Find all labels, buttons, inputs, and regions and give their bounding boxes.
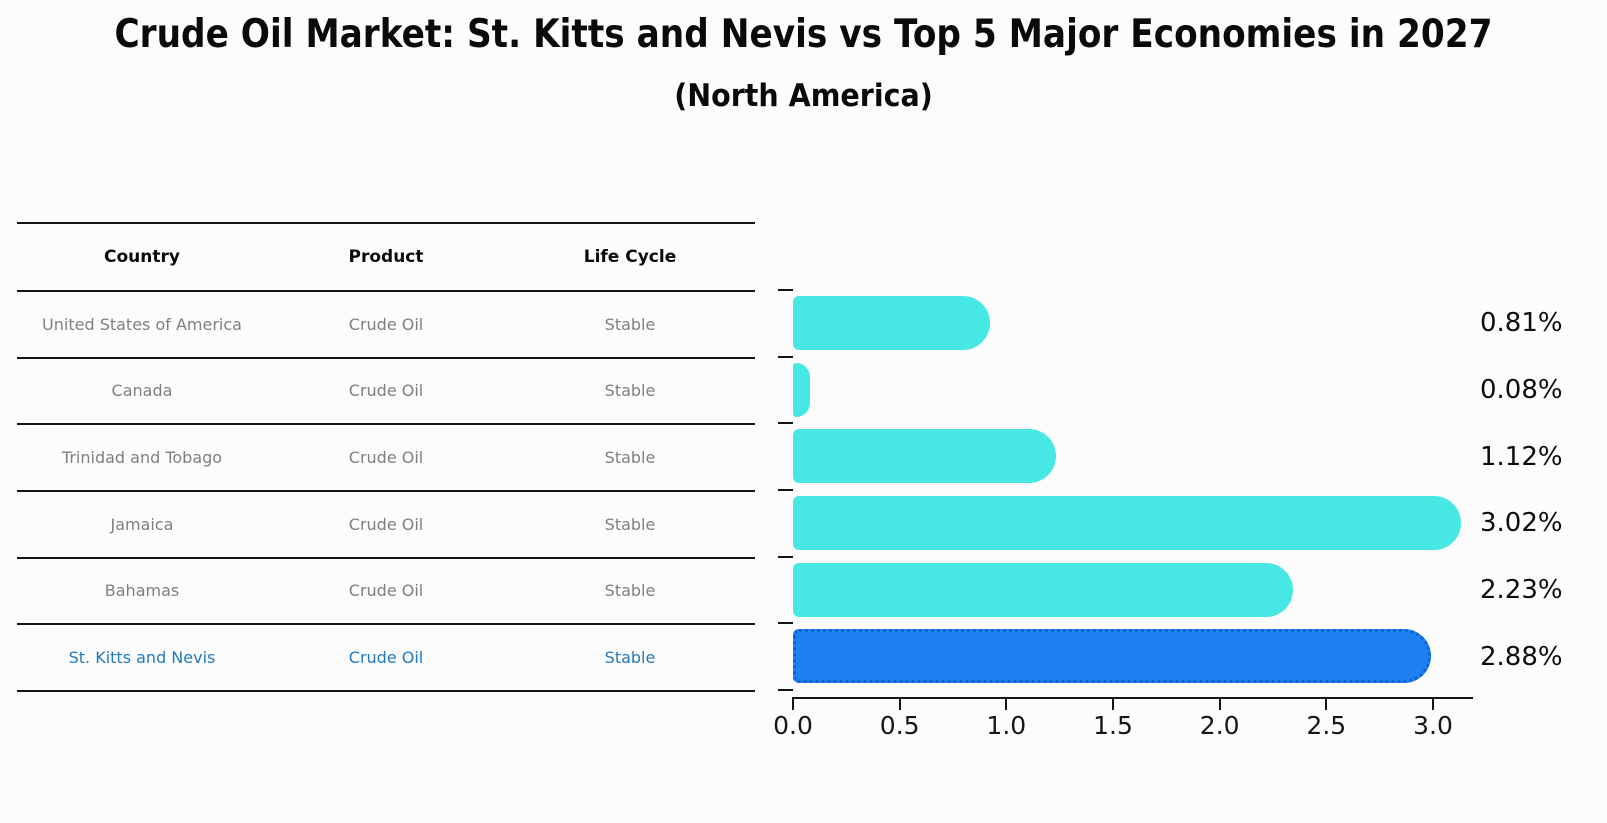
chart-subtitle: (North America) (674, 78, 933, 114)
bar-jamaica (793, 496, 1462, 550)
table-body: United States of America Crude Oil Stable C… (17, 292, 755, 692)
x-tick (792, 697, 794, 710)
x-tick (898, 697, 901, 710)
cell-product: Crude Oil (348, 581, 424, 601)
y-tick (778, 489, 793, 491)
value-label-canada: 0.08% (1480, 375, 1563, 405)
y-tick (778, 555, 793, 558)
table-row-trinidad-and-tobago: Trinidad and Tobago Crude Oil Stable (17, 425, 755, 492)
y-tick (778, 622, 793, 625)
bar-row (793, 629, 1432, 684)
x-tick-label: 0.0 (773, 711, 813, 740)
x-tick (1432, 697, 1434, 710)
x-tick-label: 2.0 (1199, 711, 1240, 740)
bar-row (793, 562, 1293, 617)
x-tick-label: 0.5 (879, 711, 920, 740)
bar-row (793, 362, 811, 417)
y-tick (778, 422, 793, 425)
value-label-united-states-of-america: 0.81% (1480, 308, 1563, 339)
table-row-bahamas: Bahamas Crude Oil Stable (17, 559, 755, 626)
y-tick (778, 689, 793, 691)
cell-country: Bahamas (104, 581, 180, 601)
x-tick (1325, 697, 1328, 710)
cell-life-cycle: Stable (604, 381, 656, 401)
x-tick-label: 2.5 (1306, 711, 1347, 740)
bar-united-states-of-america (793, 296, 990, 350)
bar-trinidad-and-tobago (793, 429, 1056, 484)
bar-canada (793, 362, 811, 417)
y-tick (778, 355, 793, 358)
column-header-country: Country (104, 247, 180, 267)
cell-country: Jamaica (110, 514, 174, 534)
y-tick (778, 289, 793, 291)
table-row-jamaica: Jamaica Crude Oil Stable (17, 492, 755, 559)
cell-life-cycle: Stable (604, 648, 656, 668)
chart-title: Crude Oil Market: St. Kitts and Nevis vs… (114, 12, 1493, 57)
cell-life-cycle: Stable (604, 448, 656, 468)
cell-product: Crude Oil (348, 448, 424, 468)
cell-product: Crude Oil (348, 314, 424, 334)
x-tick-label: 1.5 (1093, 711, 1133, 740)
cell-country: St. Kitts and Nevis (68, 648, 216, 668)
cell-product: Crude Oil (348, 648, 424, 668)
bar-row (793, 429, 1056, 484)
table-header-row: Country Product Life Cycle (17, 224, 755, 292)
x-tick-label: 1.0 (986, 711, 1027, 740)
cell-life-cycle: Stable (604, 514, 656, 534)
cell-life-cycle: Stable (604, 581, 656, 601)
value-label-jamaica: 3.02% (1480, 508, 1563, 539)
column-header-life-cycle: Life Cycle (583, 247, 677, 267)
bar-st-kitts-and-nevis (793, 629, 1432, 684)
cell-product: Crude Oil (348, 514, 424, 534)
cell-country: Canada (111, 381, 173, 401)
cell-product: Crude Oil (348, 381, 424, 401)
country-table: Country Product Life Cycle United States… (17, 222, 755, 692)
cell-life-cycle: Stable (604, 314, 656, 334)
table-row-st-kitts-and-nevis: St. Kitts and Nevis Crude Oil Stable (17, 625, 755, 692)
column-header-product: Product (348, 247, 424, 267)
bar-bahamas (793, 562, 1293, 617)
x-axis-line (793, 697, 1473, 699)
cell-country: Trinidad and Tobago (61, 448, 223, 468)
x-tick-label: 3.0 (1413, 711, 1453, 740)
bar-row (793, 296, 990, 350)
x-tick (1005, 697, 1008, 710)
bar-row (793, 496, 1462, 550)
value-label-bahamas: 2.23% (1480, 575, 1563, 605)
x-tick (1112, 697, 1114, 710)
value-label-st-kitts-and-nevis: 2.88% (1480, 641, 1563, 672)
table-row-canada: Canada Crude Oil Stable (17, 359, 755, 426)
bar-chart-plot-area (793, 290, 1472, 690)
x-tick (1218, 697, 1221, 710)
cell-country: United States of America (42, 314, 242, 334)
table-row-united-states-of-america: United States of America Crude Oil Stable (17, 292, 755, 359)
value-label-trinidad-and-tobago: 1.12% (1480, 441, 1563, 472)
